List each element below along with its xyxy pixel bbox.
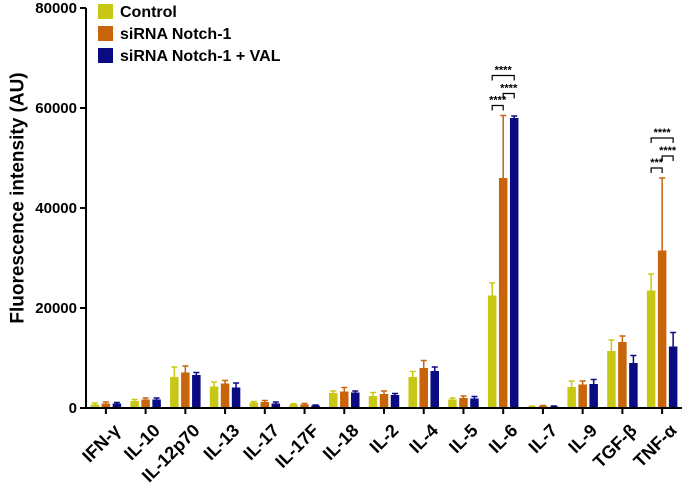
legend-label: Control <box>120 4 177 21</box>
significance-label: **** <box>495 65 513 77</box>
legend-swatch <box>98 4 113 19</box>
bar <box>311 405 320 408</box>
bar <box>329 393 338 408</box>
bar <box>351 392 360 408</box>
significance-label: *** <box>650 157 664 169</box>
significance-bracket <box>650 137 674 143</box>
bar <box>90 404 100 408</box>
bar <box>607 351 616 408</box>
y-tick-label: 20000 <box>35 300 77 317</box>
legend-label: siRNA Notch-1 + VAL <box>120 48 281 65</box>
legend-label: siRNA Notch-1 <box>120 26 232 43</box>
y-axis-title: Fluorescence intensity (AU) <box>8 72 29 323</box>
legend-swatch <box>98 48 113 63</box>
bar <box>260 402 270 408</box>
bar <box>498 178 508 408</box>
bar <box>209 386 219 408</box>
bar <box>220 383 230 408</box>
bar <box>589 384 598 408</box>
bar <box>419 368 428 408</box>
x-tick-label: TNF-α <box>630 420 681 471</box>
significance-label: **** <box>489 95 507 107</box>
bar <box>368 396 378 408</box>
x-tick-label: IL-7 <box>525 420 562 457</box>
bar <box>112 403 122 408</box>
bar <box>646 290 656 408</box>
significance-bracket <box>650 167 663 173</box>
significance-label: **** <box>500 83 518 95</box>
bar <box>487 295 497 408</box>
bar <box>408 377 417 408</box>
bar <box>340 391 349 408</box>
bar <box>192 375 201 408</box>
bar <box>509 118 519 408</box>
significance-label: **** <box>659 145 677 157</box>
bar <box>668 346 678 408</box>
bar <box>141 399 150 408</box>
bar <box>152 399 161 408</box>
x-tick-label: IL-5 <box>445 420 482 457</box>
x-tick-label: IL-2 <box>366 420 403 457</box>
y-tick-label: 60000 <box>35 100 77 117</box>
bar <box>578 384 587 408</box>
bar <box>271 403 281 408</box>
bar <box>470 398 479 408</box>
x-tick-label: IL-6 <box>485 420 522 457</box>
bar <box>130 401 139 408</box>
significance-bracket <box>661 155 674 161</box>
bar <box>430 371 439 408</box>
bar <box>618 342 627 408</box>
significance-label: **** <box>654 127 672 139</box>
bar <box>300 404 309 408</box>
bar <box>459 398 468 408</box>
significance-bracket <box>502 92 515 99</box>
x-tick-label: IL-13 <box>200 420 244 464</box>
y-tick-label: 80000 <box>35 0 77 17</box>
x-tick-label: IL-18 <box>319 420 363 464</box>
bar <box>231 387 241 408</box>
legend-swatch <box>98 26 113 41</box>
significance-bracket <box>491 104 504 111</box>
y-tick-label: 0 <box>69 400 77 417</box>
bar <box>289 404 298 408</box>
x-tick-label: IFN-γ <box>78 420 124 466</box>
bar <box>181 372 190 408</box>
bar <box>629 363 638 408</box>
significance-bracket <box>491 74 515 81</box>
bar <box>567 387 576 408</box>
x-tick-label: TGF-β <box>589 420 641 472</box>
x-tick-label: IL-4 <box>405 420 442 457</box>
bar <box>657 250 667 408</box>
bar <box>379 394 389 408</box>
x-tick-label: IL-17F <box>271 420 323 472</box>
bar <box>448 399 457 408</box>
y-tick-label: 40000 <box>35 200 77 217</box>
bar <box>101 403 111 408</box>
bar <box>170 377 179 408</box>
bar <box>390 395 400 408</box>
bar <box>249 402 259 408</box>
